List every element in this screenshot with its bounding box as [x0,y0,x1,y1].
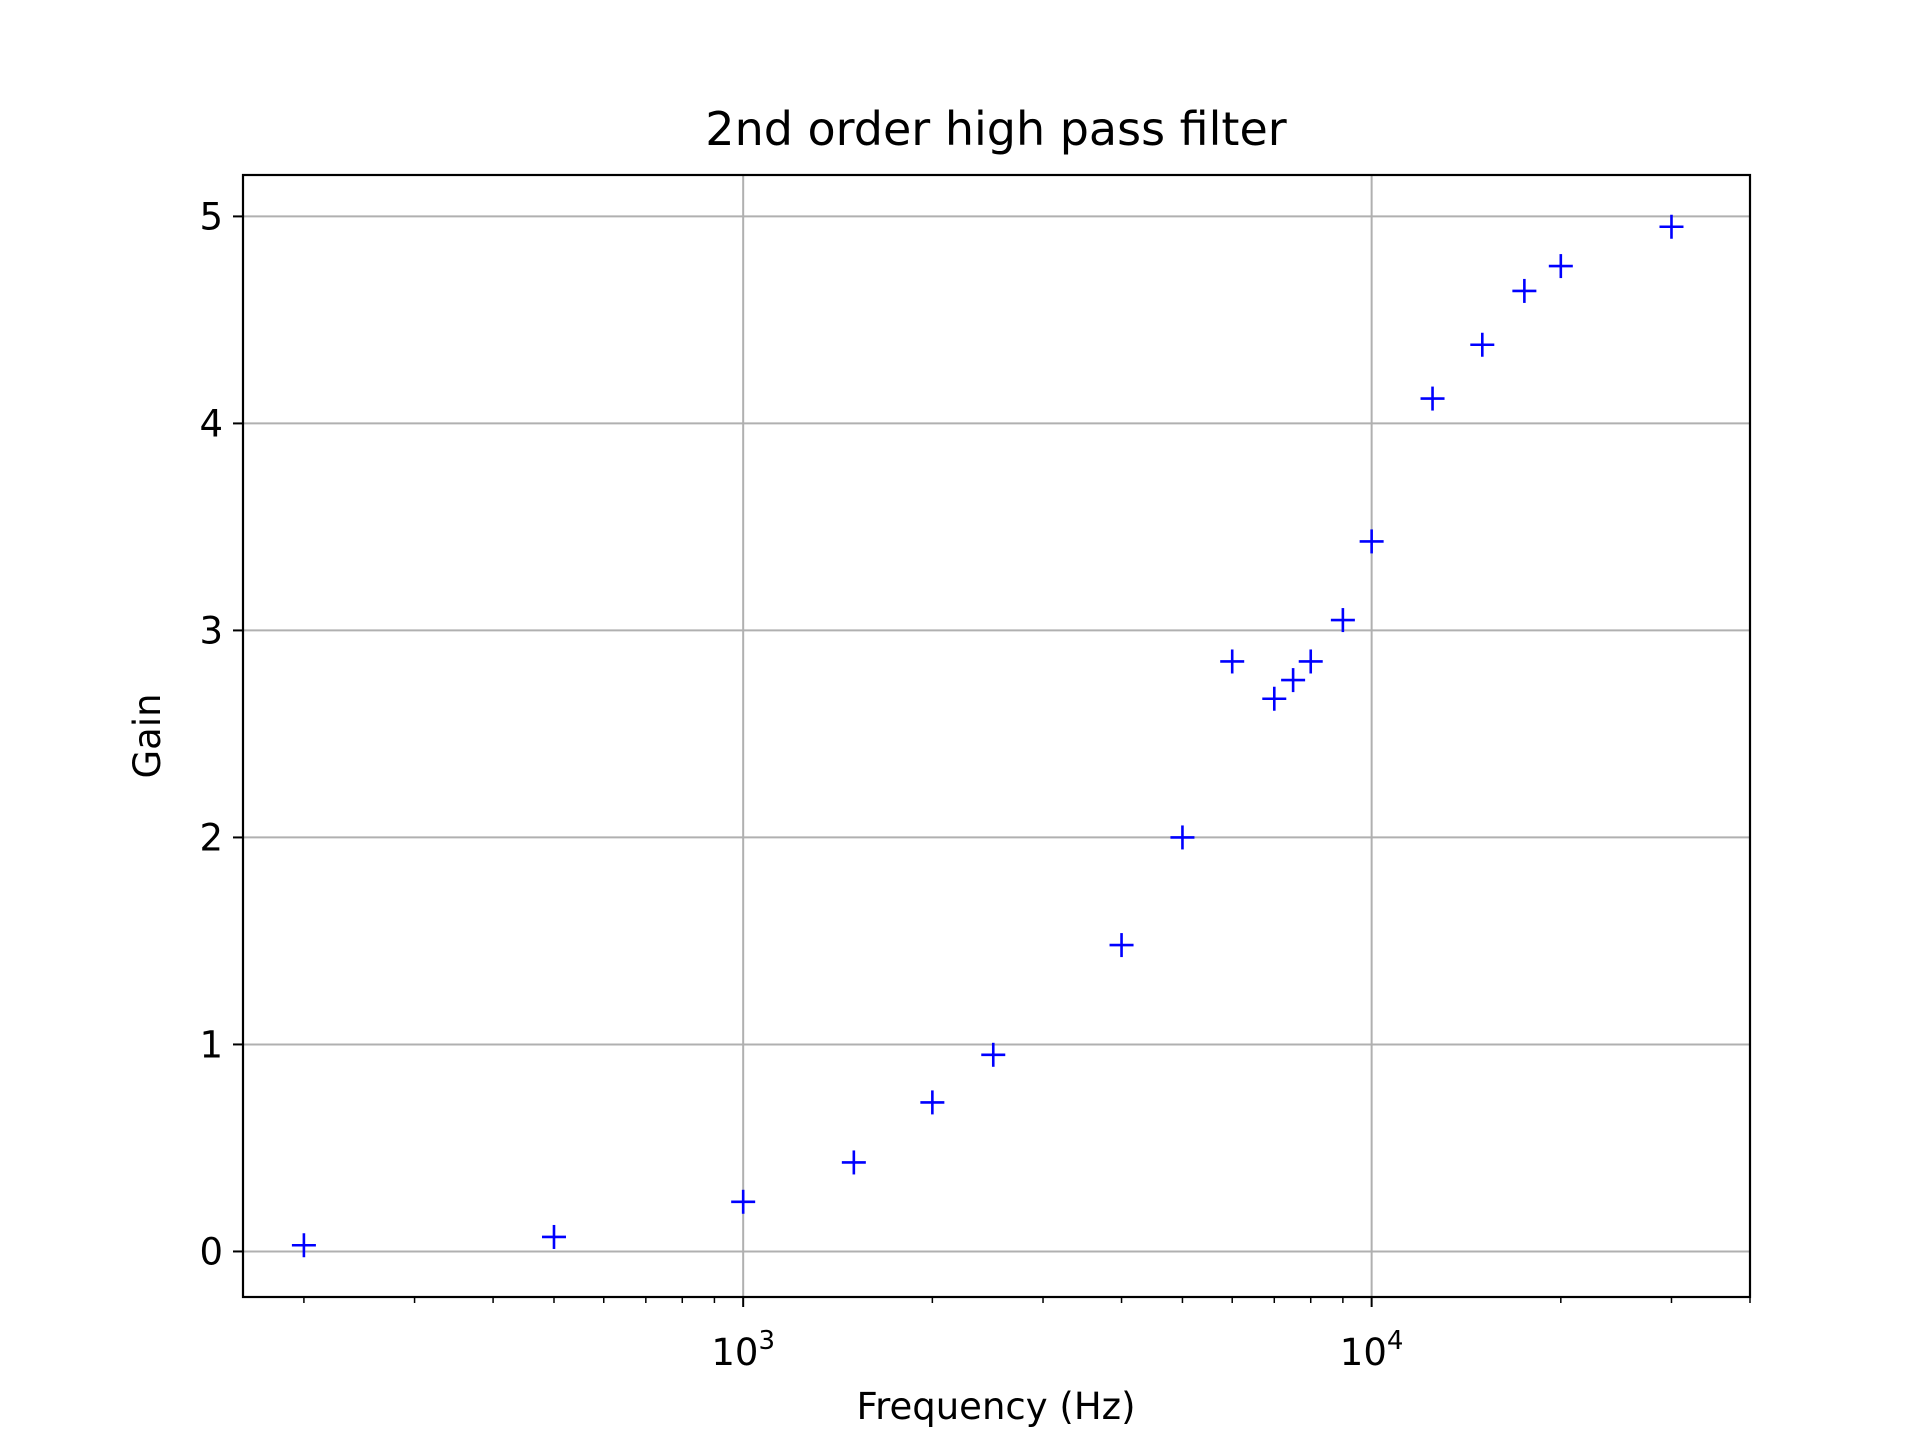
x-axis-label: Frequency (Hz) [856,1385,1135,1428]
y-tick-label: 5 [199,195,223,238]
y-tick-label: 0 [199,1230,223,1273]
data-point [1512,278,1537,303]
data-point [1220,649,1245,674]
data-point [1262,686,1287,711]
plot-area-frame [241,173,1752,1299]
data-points [291,214,1684,1258]
x-tick-label: 103 [711,1326,775,1374]
chart-title: 2nd order high pass filter [705,102,1286,156]
y-tick-label: 4 [199,402,223,445]
major-ticks [233,215,1373,1307]
data-point [1170,825,1195,850]
data-point [1359,529,1384,554]
x-tick-label: 104 [1340,1326,1404,1374]
data-point [920,1090,945,1115]
tick-labels: 0 1 2 3 4 5 103 104 [199,195,1403,1374]
data-point [1420,386,1445,411]
y-axis-label: Gain [126,693,169,778]
data-point [1470,332,1495,357]
y-tick-label: 1 [199,1023,223,1066]
data-point [1548,254,1573,279]
data-point [1330,608,1355,633]
data-point [981,1042,1006,1067]
data-point [731,1189,756,1214]
data-point [541,1224,566,1249]
data-point [1298,649,1323,674]
grid [243,175,1750,1297]
data-point [1659,214,1684,239]
data-point [291,1233,316,1258]
y-tick-label: 2 [199,816,223,859]
data-point [841,1150,866,1175]
data-point [1281,668,1306,693]
y-tick-label: 3 [199,609,223,652]
data-point [1109,933,1134,958]
